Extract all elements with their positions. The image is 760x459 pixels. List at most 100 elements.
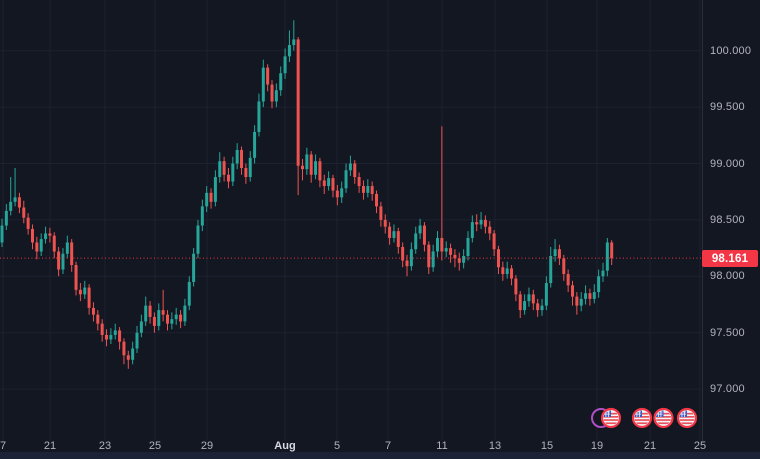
- candle-body: [601, 270, 605, 277]
- x-axis-label: 19: [590, 440, 604, 452]
- candle-body: [566, 274, 570, 286]
- candle-body: [61, 253, 65, 270]
- candle-body: [257, 101, 261, 132]
- price-scale[interactable]: 100.000 99.500 99.000 98.500 98.000 97.500 97.…: [702, 0, 760, 441]
- y-axis-label: 98.500: [710, 213, 745, 226]
- x-axis-label: 7: [384, 440, 392, 452]
- candle-body: [200, 206, 204, 226]
- candle-body: [22, 207, 26, 218]
- candle-body: [109, 334, 113, 340]
- candle-body: [414, 233, 418, 250]
- candle-body: [161, 310, 165, 315]
- us-flag-event-icon[interactable]: [631, 407, 653, 429]
- candle-body: [335, 190, 339, 198]
- candle-body: [592, 292, 596, 299]
- candle-body: [327, 178, 331, 187]
- candle-body: [305, 154, 309, 170]
- candle-body: [57, 251, 61, 270]
- candle-body: [126, 355, 130, 360]
- candle-body: [353, 163, 357, 178]
- candle-body: [74, 265, 78, 290]
- candle-body: [231, 163, 235, 182]
- candle-body: [135, 332, 139, 349]
- candle-body: [357, 177, 361, 187]
- candle-body: [65, 242, 69, 254]
- candle-body: [544, 283, 548, 306]
- candle-body: [300, 165, 304, 170]
- candle-body: [383, 219, 387, 227]
- candle-body: [492, 233, 496, 250]
- candle-body: [235, 149, 239, 164]
- candle-body: [266, 67, 270, 85]
- candle-body: [436, 237, 439, 252]
- candle-body: [531, 294, 535, 304]
- candle-body: [496, 249, 500, 268]
- candle-body: [440, 237, 444, 252]
- x-axis-label: Aug: [274, 440, 296, 452]
- y-axis-label: 97.500: [710, 326, 745, 339]
- candle-body: [283, 56, 287, 74]
- candle-body: [131, 348, 135, 360]
- candle-body: [449, 248, 453, 255]
- candle-body: [144, 305, 148, 322]
- candle-body: [157, 310, 161, 326]
- candle-body: [409, 249, 413, 267]
- candle-body: [183, 305, 187, 322]
- candle-body: [244, 168, 248, 178]
- candle-body: [475, 222, 479, 225]
- candle-body: [584, 293, 588, 299]
- candle-body: [388, 226, 392, 238]
- candle-body: [518, 294, 522, 311]
- candle-body: [9, 201, 13, 211]
- candle-body: [422, 225, 426, 245]
- candle-body: [462, 255, 466, 263]
- us-flag-event-icon[interactable]: [653, 407, 674, 429]
- candle-body: [379, 206, 383, 220]
- x-axis-label: 25: [693, 440, 706, 452]
- time-scale[interactable]: 7 21 23 25 29 Aug 5 7 11 13 15 19 21 25: [0, 439, 760, 452]
- candle-body: [457, 258, 461, 263]
- x-axis-label: 23: [98, 440, 112, 452]
- candle-body: [527, 294, 531, 302]
- candle-body: [192, 253, 196, 282]
- candle-body: [466, 237, 470, 256]
- candle-body: [296, 39, 300, 166]
- us-flag-event-icon[interactable]: [600, 407, 622, 429]
- candle-body: [597, 276, 601, 293]
- candle-body: [218, 161, 222, 178]
- candle-body: [401, 246, 405, 261]
- candle-body: [279, 73, 283, 91]
- candle-body: [0, 225, 4, 243]
- y-axis-label: 99.000: [710, 157, 745, 170]
- y-axis-label: 100.000: [710, 44, 752, 57]
- candle-body: [122, 341, 126, 356]
- x-axis-label: 29: [200, 440, 214, 452]
- x-axis-label: 7: [0, 440, 7, 452]
- candle-body: [375, 193, 379, 207]
- candle-body: [575, 296, 579, 306]
- candle-body: [187, 281, 191, 306]
- candle-body: [70, 242, 74, 266]
- candle-body: [152, 316, 156, 326]
- us-flag-event-icon[interactable]: [676, 407, 698, 429]
- y-axis-label: 97.000: [710, 383, 745, 396]
- x-axis-label: 25: [148, 440, 162, 452]
- candle-body: [523, 301, 527, 311]
- candle-body: [118, 330, 122, 342]
- candle-body: [361, 186, 365, 193]
- candle-body: [196, 225, 200, 254]
- candle-body: [35, 242, 39, 252]
- candle-body: [444, 248, 448, 252]
- candle-body: [418, 225, 422, 234]
- candle-body: [505, 268, 509, 275]
- candle-body: [170, 319, 174, 324]
- candle-body: [139, 321, 143, 333]
- candle-body: [571, 285, 575, 297]
- candle-body: [396, 231, 400, 247]
- last-price-label: 98.161: [702, 250, 758, 267]
- x-axis-label: 21: [43, 440, 57, 452]
- candle-body: [309, 154, 313, 175]
- candle-body: [549, 255, 553, 284]
